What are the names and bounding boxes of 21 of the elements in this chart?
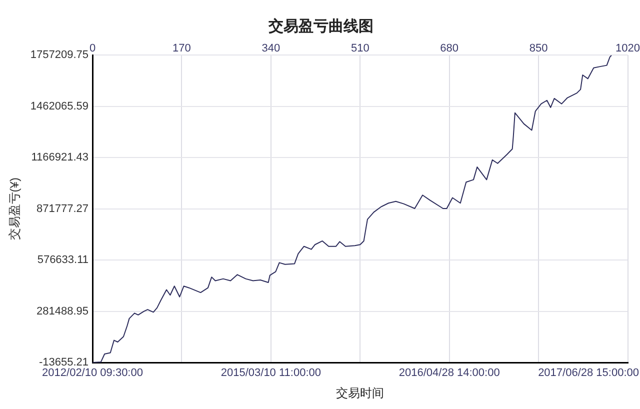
y-tick-label: 1757209.75 xyxy=(30,49,89,62)
text: 2017/06/28 15:00:00 xyxy=(538,367,640,380)
chart-title: 交易盈亏曲线图 xyxy=(268,17,374,36)
x-tick-label: 510 xyxy=(350,42,370,55)
y-tick-label: 1462065.59 xyxy=(30,100,89,112)
y-tick-label: -13655.21 xyxy=(38,356,89,369)
y-tick-label: 576633.11 xyxy=(37,254,89,266)
text: 2015/03/10 11:00:00 xyxy=(220,367,321,380)
y-axis-title: 交易盈亏(¥) xyxy=(8,178,22,240)
x-tick-label: 850 xyxy=(529,42,548,55)
x-tick-label: 680 xyxy=(440,42,459,55)
x-tick-label: 170 xyxy=(172,42,191,55)
text: 2012/02/10 09:30:00 xyxy=(42,367,143,380)
x-tick-label: 340 xyxy=(262,42,280,55)
text: 2016/04/28 14:00:00 xyxy=(398,367,500,380)
y-tick-label: 1166921.43 xyxy=(31,152,89,164)
x-tick-label: 0 xyxy=(89,42,96,55)
y-tick-label: 871777.27 xyxy=(36,202,89,215)
x-axis-title: 交易时间 xyxy=(336,386,384,400)
y-tick-label: 281488.95 xyxy=(36,305,89,318)
x-tick-label: 1020 xyxy=(616,42,640,55)
